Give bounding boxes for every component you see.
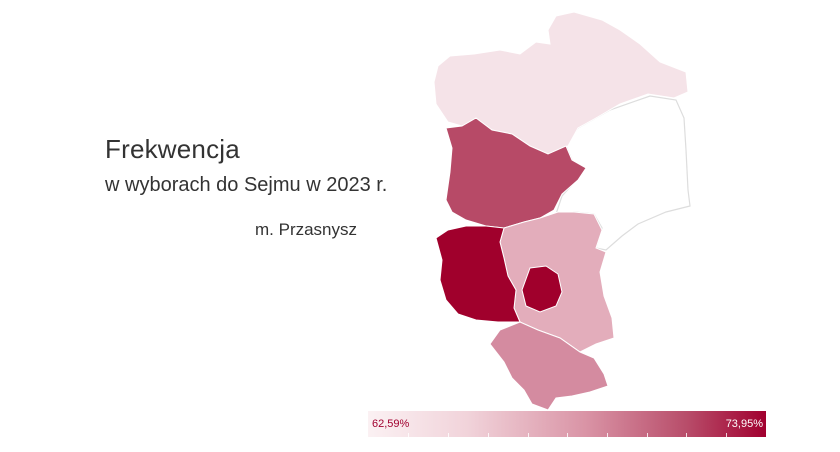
- scale-tick: [448, 433, 449, 437]
- color-scale-bar: [368, 411, 766, 437]
- legend-max-label: 73,95%: [725, 418, 763, 430]
- scale-tick: [488, 433, 489, 437]
- region-north-west[interactable]: [445, 117, 587, 229]
- scale-tick: [607, 433, 608, 437]
- scale-tick: [528, 433, 529, 437]
- scale-tick: [567, 433, 568, 437]
- color-scale-legend: 62,59% 73,95%: [368, 411, 766, 437]
- scale-tick: [686, 433, 687, 437]
- region-west[interactable]: [435, 225, 521, 323]
- scale-tick: [408, 433, 409, 437]
- place-name: m. Przasnysz: [255, 220, 358, 239]
- scale-tick: [726, 433, 727, 437]
- region-city-przasnysz[interactable]: [521, 265, 563, 313]
- map-title: Frekwencja: [105, 134, 240, 164]
- region-south[interactable]: [489, 321, 609, 411]
- scale-tick: [647, 433, 648, 437]
- map-subtitle: w wyborach do Sejmu w 2023 r.: [105, 174, 388, 196]
- legend-min-label: 62,59%: [372, 418, 410, 430]
